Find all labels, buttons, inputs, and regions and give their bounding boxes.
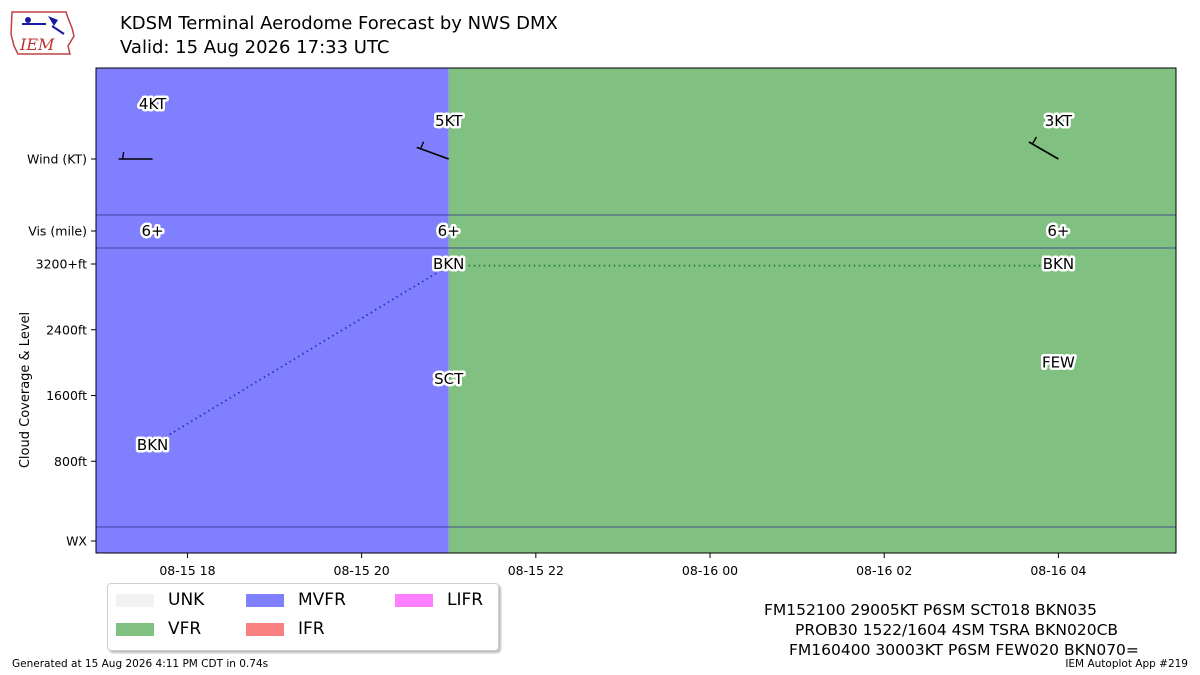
wind-barb-flag bbox=[121, 151, 125, 160]
y-tick-label: Wind (KT) bbox=[27, 152, 87, 167]
wind-label: 3KT bbox=[1045, 112, 1073, 130]
x-tick-label: 08-16 00 bbox=[682, 563, 738, 578]
taf-line-3: FM160400 30003KT P6SM FEW020 BKN070= bbox=[789, 641, 1139, 659]
wind-label: 5KT bbox=[435, 112, 463, 130]
wind-label: 4KT bbox=[139, 95, 167, 113]
wind-barb bbox=[416, 146, 450, 160]
chart-title: KDSM Terminal Aerodome Forecast by NWS D… bbox=[120, 13, 558, 34]
x-tick-label: 08-15 18 bbox=[159, 563, 215, 578]
y-tick-label: Vis (mile) bbox=[28, 224, 87, 239]
cloud-label-few: FEW bbox=[1042, 354, 1075, 372]
legend-item-vfr: VFR bbox=[116, 619, 201, 639]
plot-frame bbox=[95, 67, 1177, 554]
cloud-label-bkn-halo: BKN bbox=[433, 255, 464, 273]
legend-swatch-ifr bbox=[246, 622, 284, 636]
wind-label-halo: 5KT bbox=[435, 112, 463, 130]
visibility-label-halo: 6+ bbox=[438, 222, 460, 240]
legend-item-ifr: IFR bbox=[246, 619, 325, 639]
svg-text:IEM: IEM bbox=[19, 35, 55, 54]
wind-label-halo: 4KT bbox=[139, 95, 167, 113]
x-tick-label: 08-16 04 bbox=[1030, 563, 1086, 578]
generated-footer: Generated at 15 Aug 2026 4:11 PM CDT in … bbox=[12, 658, 269, 670]
cloud-label-bkn-halo: BKN bbox=[1043, 255, 1074, 273]
x-tick-label: 08-15 22 bbox=[508, 563, 564, 578]
chart-subtitle: Valid: 15 Aug 2026 17:33 UTC bbox=[120, 37, 390, 58]
y-axis-label: Cloud Coverage & Level bbox=[18, 312, 33, 468]
wind-barb bbox=[1028, 141, 1059, 160]
cloud-label-sct: SCT bbox=[434, 370, 464, 388]
legend-swatch-vfr bbox=[116, 622, 154, 636]
visibility-label: 6+ bbox=[438, 222, 460, 240]
wind-barb-flag bbox=[1031, 136, 1038, 145]
cloud-label-few-halo: FEW bbox=[1042, 354, 1075, 372]
category-band-vfr bbox=[448, 68, 1176, 553]
visibility-label: 6+ bbox=[142, 222, 164, 240]
wind-barb-flag bbox=[419, 141, 425, 150]
taf-line-2: PROB30 1522/1604 4SM TSRA BKN020CB bbox=[795, 621, 1119, 639]
y-tick-label: 2400ft bbox=[46, 322, 87, 337]
taf-line-1: FM152100 29005KT P6SM SCT018 BKN035 bbox=[764, 601, 1098, 619]
x-tick-label: 08-15 20 bbox=[334, 563, 390, 578]
legend-swatch-mvfr bbox=[246, 593, 284, 607]
y-tick-label: 800ft bbox=[54, 454, 87, 469]
cloud-label-bkn: BKN bbox=[137, 436, 168, 454]
iem-logo: IEM bbox=[8, 6, 78, 58]
visibility-label-halo: 6+ bbox=[142, 222, 164, 240]
legend-item-mvfr: MVFR bbox=[246, 590, 346, 610]
cloud-label-sct-halo: SCT bbox=[434, 370, 464, 388]
cloud-label-bkn: BKN bbox=[433, 255, 464, 273]
legend-item-lifr: LIFR bbox=[395, 590, 483, 610]
legend-item-unk: UNK bbox=[116, 590, 204, 610]
x-tick-label: 08-16 02 bbox=[856, 563, 912, 578]
legend-swatch-lifr bbox=[395, 593, 433, 607]
visibility-label: 6+ bbox=[1047, 222, 1069, 240]
y-tick-label: 3200+ft bbox=[36, 257, 87, 272]
legend: UNK MVFR LIFR VFR IFR bbox=[107, 583, 499, 651]
y-tick-label: 1600ft bbox=[46, 388, 87, 403]
wind-label-halo: 3KT bbox=[1045, 112, 1073, 130]
category-band-mvfr bbox=[96, 68, 449, 553]
y-tick-label: WX bbox=[66, 534, 87, 549]
legend-swatch-unk bbox=[116, 593, 154, 607]
app-footer: IEM Autoplot App #219 bbox=[1065, 658, 1188, 670]
visibility-label-halo: 6+ bbox=[1047, 222, 1069, 240]
cloud-label-bkn-halo: BKN bbox=[137, 436, 168, 454]
cloud-label-bkn: BKN bbox=[1043, 255, 1074, 273]
